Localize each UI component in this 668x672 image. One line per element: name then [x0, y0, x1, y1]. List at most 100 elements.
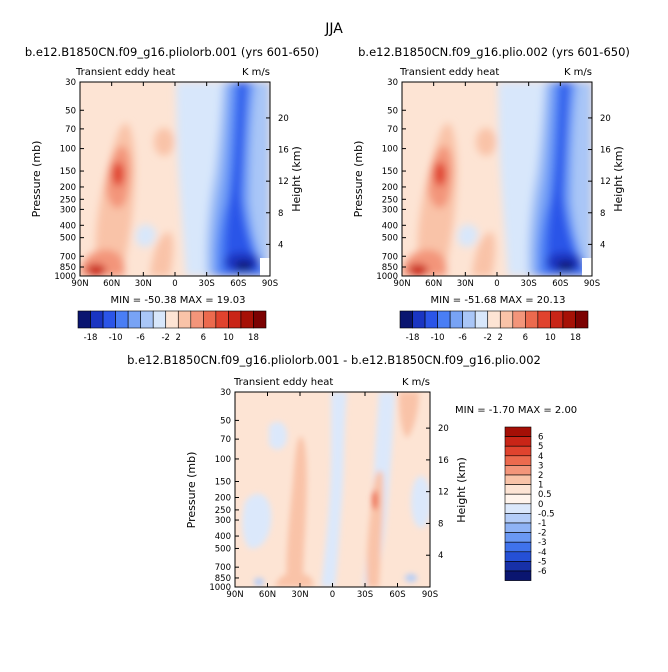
x-tick-label: 0 [330, 590, 335, 600]
x-tick-label: 90N [71, 279, 88, 289]
panel-2-warm-max-surface [408, 264, 428, 276]
height-tick-label: 20 [278, 114, 289, 124]
x-tick-label: 30N [457, 279, 474, 289]
panel-1-min-max: MIN = -50.38 MAX = 19.03 [111, 295, 246, 306]
colorbar-swatch [437, 310, 451, 329]
colorbar-swatch [525, 310, 539, 329]
y-tick-label: 300 [382, 205, 398, 215]
panel-3-height-axis: 4 8 12 16 20 [426, 424, 449, 561]
colorbar-swatch [449, 310, 463, 329]
height-tick-label: 12 [600, 177, 611, 187]
x-tick-label: 0 [172, 279, 177, 289]
panel-2-cool-min [557, 261, 575, 271]
y-tick-label: 700 [60, 252, 76, 262]
panel-3-y-label: Pressure (mb) [185, 452, 198, 529]
panel-3-y-label-right: Height (km) [455, 457, 468, 523]
y-tick-label: 400 [215, 532, 231, 542]
x-tick-label: 60N [103, 279, 120, 289]
x-tick-label: 30S [357, 590, 373, 600]
x-tick-label: 0 [494, 279, 499, 289]
y-tick-label: 500 [60, 234, 76, 244]
y-tick-label: 100 [215, 455, 231, 465]
height-tick-label: 8 [438, 519, 443, 529]
x-tick-label: 60N [259, 590, 276, 600]
height-tick-label: 4 [600, 240, 605, 250]
colorbar-label: -10 [431, 333, 445, 343]
x-tick-label: 30N [135, 279, 152, 289]
y-tick-label: 250 [60, 195, 76, 205]
panel-1-y-label: Pressure (mb) [30, 141, 43, 218]
y-tick-label: 250 [215, 506, 231, 516]
height-tick-label: 12 [278, 177, 289, 187]
colorbar-label: 18 [248, 333, 259, 343]
x-tick-label: 60S [230, 279, 246, 289]
colorbar-swatch [504, 532, 532, 543]
y-tick-label: 850 [382, 263, 398, 273]
height-tick-label: 20 [600, 114, 611, 124]
y-tick-label: 50 [387, 106, 398, 116]
panel-3: b.e12.B1850CN.f09_g16.pliolorb.001 - b.e… [127, 353, 577, 600]
panel-3-min-max: MIN = -1.70 MAX = 2.00 [455, 405, 577, 416]
panel-1-x-axis: 90N 60N 30N 0 30S 60S 90S [71, 82, 278, 289]
colorbar-label: 6 [538, 433, 543, 443]
y-tick-label: 400 [382, 221, 398, 231]
panel-3-neg-bottom-right [405, 574, 417, 582]
colorbar-label: -10 [109, 333, 123, 343]
y-tick-label: 150 [215, 478, 231, 488]
colorbar-swatch [90, 310, 104, 329]
colorbar-swatch [575, 310, 589, 329]
colorbar-swatch [140, 310, 154, 329]
y-tick-label: 300 [215, 516, 231, 526]
y-tick-label: 1000 [209, 583, 231, 593]
y-tick-label: 100 [382, 145, 398, 155]
y-tick-label: 400 [60, 221, 76, 231]
colorbar-label: 5 [538, 442, 543, 452]
height-tick-label: 4 [438, 551, 443, 561]
panel-3-plot-area: 90N 60N 30N 0 30S 60S 90S 30 50 70 100 150 200 25030… [209, 388, 448, 600]
panel-1-colorbar: -18 -10 -6 -2 2 6 10 18 [77, 310, 267, 343]
panel-3-pos-column [286, 436, 307, 587]
colorbar-label: -3 [538, 538, 546, 548]
panel-3-neg-patch-left2 [269, 421, 287, 450]
x-tick-label: 30S [521, 279, 537, 289]
panel-2-case-title: b.e12.B1850CN.f09_g16.plio.002 (yrs 601-… [358, 45, 630, 59]
colorbar-swatch [504, 561, 532, 572]
colorbar-swatch [115, 310, 129, 329]
colorbar-swatch [504, 445, 532, 457]
panel-1-warm-blob-strat [154, 128, 174, 156]
y-tick-label: 50 [65, 106, 76, 116]
y-tick-label: 850 [215, 574, 231, 584]
colorbar-label: 18 [570, 333, 581, 343]
panel-2-colorbar: -18 -10 -6 -2 2 6 10 18 [399, 310, 589, 343]
height-tick-label: 16 [438, 456, 449, 466]
panel-1-warm-tongue [150, 232, 174, 276]
colorbar-swatch [504, 551, 532, 562]
colorbar-swatch [504, 426, 532, 437]
x-tick-label: 90S [262, 279, 278, 289]
colorbar-label: -5 [538, 557, 546, 567]
height-tick-label: 4 [278, 240, 283, 250]
colorbar-swatch [127, 310, 141, 329]
panel-1-plot-area: 90N 60N 30N 0 30S 60S 90S 30 50 70 100 150 200 25030… [54, 78, 288, 289]
panel-1-height-axis: 4 8 12 16 20 [266, 114, 289, 250]
colorbar-swatch [215, 310, 229, 329]
colorbar-label: 4 [538, 452, 543, 462]
y-tick-label: 300 [60, 205, 76, 215]
colorbar-label: -6 [136, 333, 144, 343]
colorbar-label: -2 [538, 529, 546, 539]
colorbar-swatch [240, 310, 254, 329]
panel-3-neg-patch-left [242, 493, 272, 549]
main-title: JJA [324, 21, 343, 37]
colorbar-label: 2 [176, 333, 181, 343]
y-tick-label: 200 [60, 183, 76, 193]
colorbar-swatch [504, 522, 532, 533]
panel-1-cool-min [235, 261, 253, 271]
panel-3-case-title: b.e12.B1850CN.f09_g16.pliolorb.001 - b.e… [127, 353, 541, 367]
colorbar-swatch [152, 310, 167, 329]
panel-1-right-label: K m/s [242, 67, 270, 78]
panel-3-x-axis: 90N 60N 30N 0 30S 60S 90S [226, 392, 438, 600]
colorbar-swatch [203, 310, 217, 329]
colorbar-label: 6 [201, 333, 206, 343]
y-tick-label: 150 [60, 167, 76, 177]
